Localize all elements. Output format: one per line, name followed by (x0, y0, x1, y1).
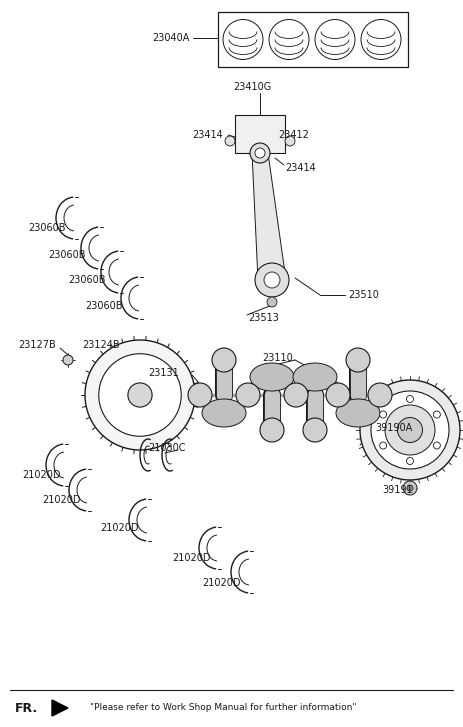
Text: 21020D: 21020D (100, 523, 138, 533)
Bar (235, 115, 285, 153)
Circle shape (85, 340, 195, 450)
Text: 39190A: 39190A (375, 423, 412, 433)
Circle shape (433, 442, 440, 449)
Text: 23060B: 23060B (48, 250, 86, 260)
Bar (218, 12, 408, 67)
Circle shape (368, 383, 392, 407)
Circle shape (398, 417, 423, 443)
Polygon shape (52, 700, 68, 716)
Circle shape (360, 380, 460, 480)
Circle shape (250, 143, 270, 163)
Ellipse shape (202, 399, 246, 427)
Circle shape (285, 136, 295, 146)
Text: 23060B: 23060B (28, 223, 65, 233)
Circle shape (99, 354, 181, 436)
Text: 23110: 23110 (262, 353, 293, 363)
Circle shape (380, 411, 387, 418)
Circle shape (128, 383, 152, 407)
Text: 23060B: 23060B (68, 275, 106, 285)
Circle shape (433, 411, 440, 418)
Ellipse shape (336, 399, 380, 427)
Circle shape (212, 348, 236, 372)
Circle shape (385, 405, 435, 455)
Circle shape (407, 457, 413, 465)
Circle shape (188, 383, 212, 407)
Text: 23513: 23513 (248, 313, 279, 323)
Text: FR.: FR. (15, 702, 38, 715)
Circle shape (267, 297, 277, 307)
Circle shape (371, 391, 449, 469)
Text: 23412: 23412 (278, 130, 309, 140)
Circle shape (407, 395, 413, 403)
Text: 23410G: 23410G (233, 82, 271, 92)
Circle shape (407, 485, 413, 491)
Text: 23414: 23414 (192, 130, 223, 140)
Text: 21020D: 21020D (42, 495, 81, 505)
Text: 21030C: 21030C (148, 443, 186, 453)
Text: 21020D: 21020D (172, 553, 211, 563)
Circle shape (225, 136, 235, 146)
Circle shape (255, 263, 289, 297)
Text: 23414: 23414 (285, 163, 316, 173)
Circle shape (264, 272, 280, 288)
Text: 39191: 39191 (382, 485, 413, 495)
Circle shape (346, 348, 370, 372)
Text: 21020D: 21020D (202, 578, 240, 588)
Circle shape (403, 481, 417, 495)
Circle shape (260, 418, 284, 442)
Text: 23040A: 23040A (152, 33, 189, 43)
Text: 23127B: 23127B (18, 340, 56, 350)
Polygon shape (252, 153, 286, 280)
Circle shape (284, 383, 308, 407)
Ellipse shape (293, 363, 337, 391)
Circle shape (326, 383, 350, 407)
Text: "Please refer to Work Shop Manual for further information": "Please refer to Work Shop Manual for fu… (90, 704, 357, 712)
Circle shape (63, 355, 73, 365)
Text: 23131: 23131 (148, 368, 179, 378)
Text: 23060B: 23060B (85, 301, 123, 311)
Text: 21020D: 21020D (22, 470, 61, 480)
Text: 23124B: 23124B (82, 340, 119, 350)
Circle shape (236, 383, 260, 407)
Ellipse shape (250, 363, 294, 391)
Circle shape (380, 442, 387, 449)
Circle shape (303, 418, 327, 442)
Circle shape (255, 148, 265, 158)
Text: 23510: 23510 (348, 290, 379, 300)
